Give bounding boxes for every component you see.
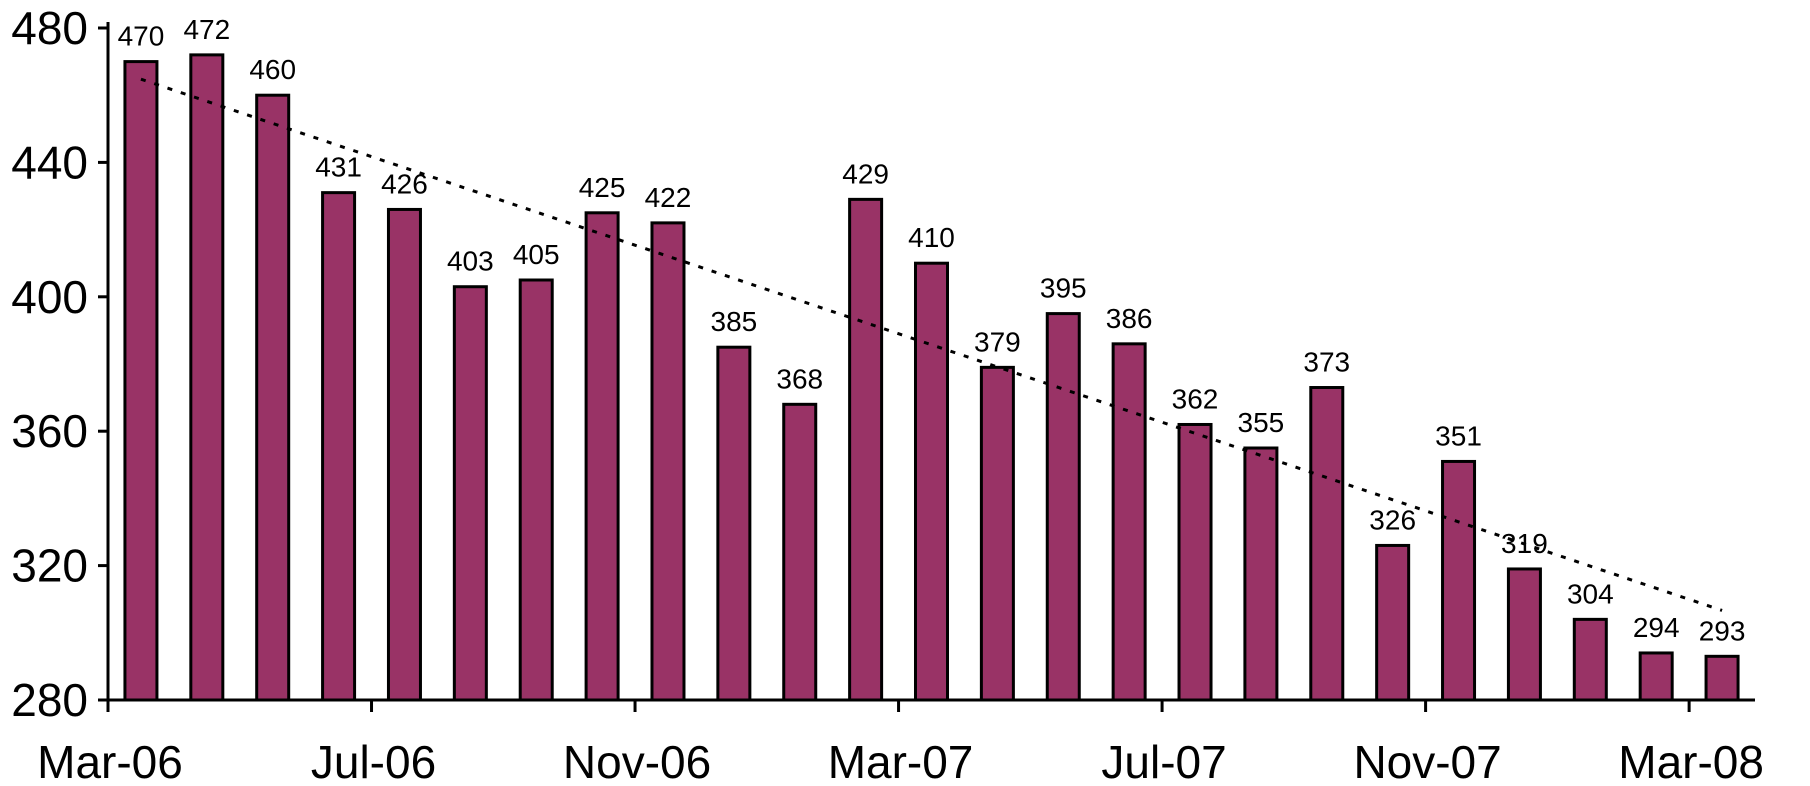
data-label-Aug-07: 355: [1238, 407, 1285, 438]
data-label-Oct-07: 326: [1369, 504, 1416, 535]
data-label-Jul-06: 426: [381, 168, 428, 199]
x-tick-label-Mar-07: Mar-07: [828, 736, 974, 786]
bar-Jun-07: [1111, 342, 1147, 702]
bar-Feb-07: [848, 197, 884, 702]
x-tick-label-Mar-08: Mar-08: [1618, 736, 1764, 786]
bar-Mar-06: [123, 60, 159, 702]
data-label-Sep-07: 373: [1303, 347, 1350, 378]
bar-Nov-07: [1441, 459, 1477, 702]
bar-Jul-07: [1177, 422, 1213, 702]
bar-Sep-07: [1309, 386, 1345, 702]
x-tick-label-Nov-07: Nov-07: [1353, 736, 1501, 786]
bar-Nov-06: [650, 221, 686, 702]
x-tick-label-Mar-06: Mar-06: [37, 736, 183, 786]
data-label-Jan-07: 368: [776, 363, 823, 394]
bar-Oct-06: [584, 211, 620, 702]
y-tick-label-320: 320: [11, 540, 88, 592]
bar-Jan-08: [1572, 617, 1608, 702]
bar-Apr-06: [189, 53, 225, 702]
data-label-Oct-06: 425: [579, 172, 626, 203]
data-labels: 470 472 460 431 426 403 405 425 422 385 368 429 410 3…: [118, 14, 1746, 646]
data-label-Aug-06: 403: [447, 246, 494, 277]
axes: 280 320 360 400 440 480 Mar-06 Jul-06 Nov-06 Mar-…: [11, 2, 1764, 786]
y-tick-label-400: 400: [11, 271, 88, 323]
bars: [123, 53, 1740, 702]
data-label-Jan-08: 304: [1567, 578, 1614, 609]
data-label-Dec-07: 319: [1501, 528, 1548, 559]
data-label-Jul-07: 362: [1172, 383, 1219, 414]
bar-Mar-07: [914, 261, 949, 702]
bar-Feb-08: [1638, 651, 1674, 702]
data-label-May-07: 395: [1040, 273, 1087, 304]
bar-Jun-06: [321, 191, 357, 702]
trendline: [140, 77, 1723, 612]
y-tick-label-440: 440: [11, 136, 88, 188]
bar-Aug-06: [452, 285, 488, 702]
bar-Oct-07: [1375, 543, 1411, 702]
trendline-layer: [140, 77, 1723, 612]
bar-Jul-06: [386, 207, 422, 702]
data-label-Nov-06: 422: [645, 182, 692, 213]
bar-Jan-07: [782, 402, 818, 702]
bar-Dec-06: [716, 345, 752, 702]
x-tick-label-Nov-06: Nov-06: [563, 736, 711, 786]
y-tick-label-480: 480: [11, 2, 88, 54]
y-tick-label-280: 280: [11, 674, 88, 726]
bar-Mar-08: [1704, 654, 1740, 702]
data-label-Apr-07: 379: [974, 326, 1021, 357]
data-label-Nov-07: 351: [1435, 420, 1482, 451]
data-label-Mar-08: 293: [1699, 615, 1746, 646]
data-label-Sep-06: 405: [513, 239, 560, 270]
bar-May-06: [255, 93, 291, 702]
x-tick-label-Jul-06: Jul-06: [311, 736, 436, 786]
bar-Apr-07: [979, 365, 1015, 702]
data-label-Dec-06: 385: [711, 306, 758, 337]
x-tick-label-Jul-07: Jul-07: [1101, 736, 1226, 786]
data-label-Mar-07: 410: [908, 222, 955, 253]
data-label-Jun-07: 386: [1106, 303, 1153, 334]
y-tick-label-360: 360: [11, 405, 88, 457]
bar-Sep-06: [518, 278, 554, 702]
data-label-May-06: 460: [249, 54, 296, 85]
data-label-Feb-08: 294: [1633, 612, 1680, 643]
bar-May-07: [1045, 312, 1081, 702]
data-label-Mar-06: 470: [118, 21, 165, 52]
data-label-Apr-06: 472: [183, 14, 230, 45]
data-label-Feb-07: 429: [842, 158, 889, 189]
bar-Aug-07: [1243, 446, 1279, 702]
data-label-Jun-06: 431: [315, 152, 362, 183]
bar-Dec-07: [1506, 567, 1542, 702]
